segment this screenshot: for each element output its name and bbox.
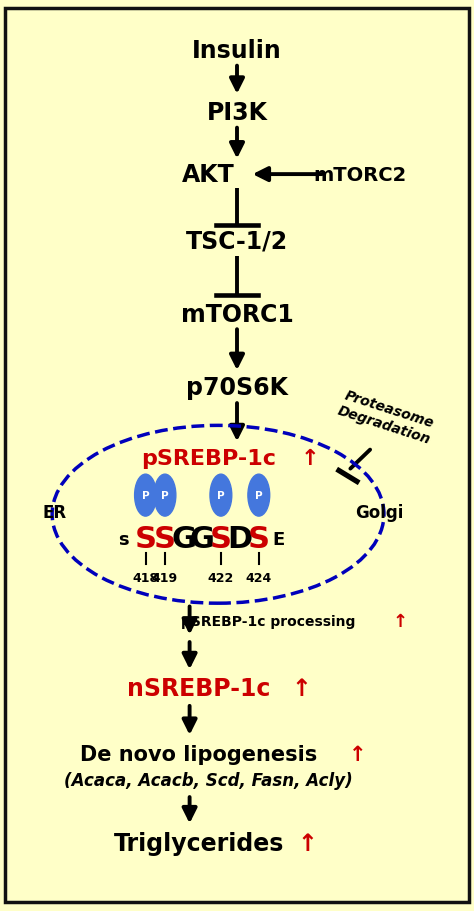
Circle shape [210,475,232,517]
Text: ↑: ↑ [297,831,317,855]
Text: (Acaca, Acacb, Scd, Fasn, Acly): (Acaca, Acacb, Scd, Fasn, Acly) [64,771,353,789]
Text: AKT: AKT [182,163,235,187]
Text: G: G [172,525,196,554]
Text: ↑: ↑ [301,448,320,468]
Text: D: D [227,525,253,554]
Text: S: S [248,525,270,554]
Text: 424: 424 [246,571,272,584]
Text: mTORC1: mTORC1 [181,302,293,326]
Text: S: S [154,525,176,554]
Text: E: E [272,530,284,548]
Text: Golgi: Golgi [355,503,403,521]
Text: Proteasome
Degradation: Proteasome Degradation [336,388,437,446]
Text: G: G [190,525,215,554]
Text: p70S6K: p70S6K [186,375,288,399]
Text: s: s [118,530,128,548]
Text: ↑: ↑ [349,744,366,764]
Text: S: S [210,525,232,554]
Text: ↑: ↑ [291,676,311,700]
Text: S: S [135,525,156,554]
Text: ER: ER [43,503,66,521]
Text: P: P [217,491,225,500]
Text: pSREBP-1c: pSREBP-1c [141,448,276,468]
Text: 422: 422 [208,571,234,584]
Text: Triglycerides: Triglycerides [114,831,284,855]
Text: nSREBP-1c: nSREBP-1c [128,676,271,700]
Text: pSREBP-1c processing: pSREBP-1c processing [181,614,355,629]
Text: De novo lipogenesis: De novo lipogenesis [81,744,318,764]
Text: Insulin: Insulin [192,39,282,63]
Text: PI3K: PI3K [207,101,267,125]
Text: mTORC2: mTORC2 [314,166,407,184]
Text: TSC-1/2: TSC-1/2 [186,230,288,253]
Circle shape [248,475,270,517]
Text: P: P [161,491,169,500]
Text: ↑: ↑ [393,612,408,630]
Text: 419: 419 [152,571,178,584]
Circle shape [135,475,156,517]
Text: 418: 418 [132,571,159,584]
Text: P: P [255,491,263,500]
Circle shape [154,475,176,517]
Text: P: P [142,491,149,500]
